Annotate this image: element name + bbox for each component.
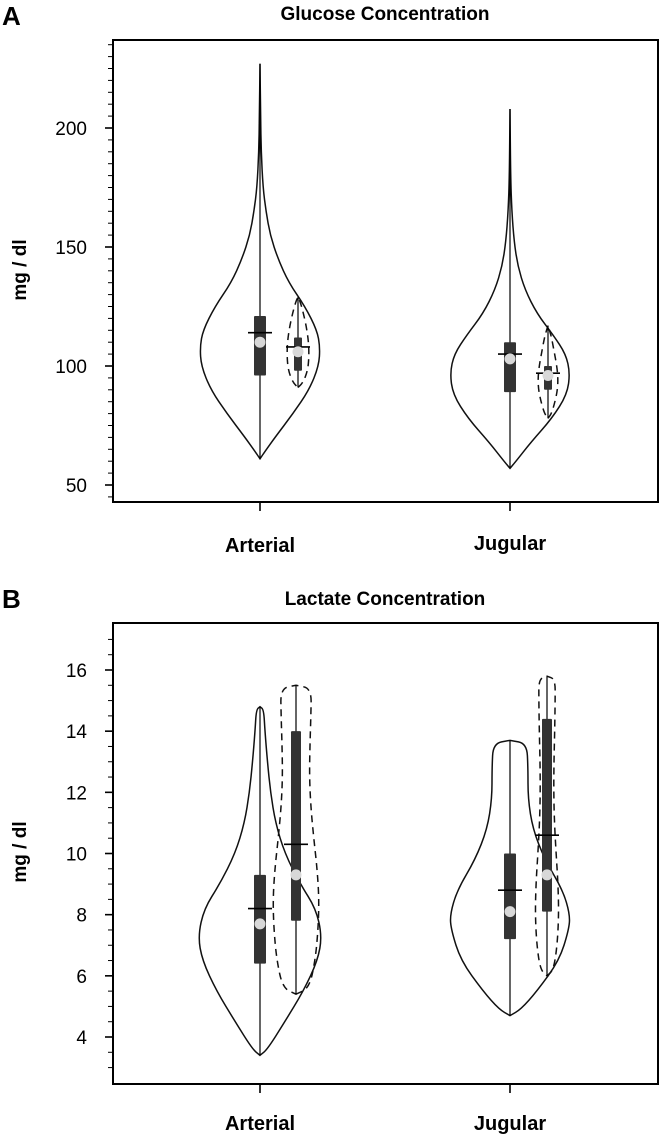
y-tick-label: 10 bbox=[66, 845, 87, 866]
median-point-dashed-arterial bbox=[292, 346, 304, 358]
panel-b-y-ticks: 4 6 8 10 12 14 16 bbox=[66, 638, 113, 1069]
median-point-dashed-jugular bbox=[542, 370, 554, 382]
y-tick-label: 12 bbox=[66, 783, 87, 804]
panel-a-y-ticks: 50 100 150 200 bbox=[55, 44, 113, 498]
median-point-solid-arterial bbox=[254, 336, 266, 348]
y-tick-label: 14 bbox=[66, 722, 88, 743]
panel-a-violins bbox=[199, 63, 570, 470]
violin-outline-dashed-arterial bbox=[272, 684, 320, 996]
panel-b-title: Lactate Concentration bbox=[285, 589, 486, 610]
y-tick-label: 100 bbox=[55, 357, 87, 378]
iqr-box-solid-jugular bbox=[504, 342, 516, 393]
median-point-solid-arterial bbox=[254, 918, 266, 930]
panel-a: A Glucose Concentration mg / dl 50 100 150… bbox=[2, 1, 659, 557]
panel-b-plot-frame bbox=[112, 622, 659, 1085]
panel-a-x-label-arterial: Arterial bbox=[225, 535, 295, 557]
panel-b-y-axis-label: mg / dl bbox=[10, 821, 31, 882]
violin-outline-dashed-arterial bbox=[286, 295, 310, 389]
panel-a-letter: A bbox=[2, 1, 21, 31]
panel-b-x-ticks bbox=[259, 1084, 511, 1093]
median-point-dashed-jugular bbox=[541, 869, 553, 881]
violin-outline-solid-jugular bbox=[449, 739, 571, 1017]
iqr-box-dashed-jugular bbox=[542, 718, 552, 912]
y-tick-label: 150 bbox=[55, 238, 87, 259]
y-tick-label: 6 bbox=[76, 967, 87, 988]
panel-a-plot-frame bbox=[112, 39, 659, 503]
panel-b-letter: B bbox=[2, 584, 21, 614]
panel-b-violins bbox=[198, 675, 571, 1057]
panel-a-x-label-jugular: Jugular bbox=[474, 533, 546, 555]
median-point-solid-jugular bbox=[504, 906, 516, 918]
iqr-box-dashed-arterial bbox=[291, 731, 301, 921]
panel-a-x-ticks bbox=[259, 502, 511, 511]
y-tick-label: 4 bbox=[76, 1028, 87, 1049]
y-tick-label: 200 bbox=[55, 119, 87, 140]
panel-b-x-label-arterial: Arterial bbox=[225, 1113, 295, 1135]
median-point-dashed-arterial bbox=[290, 869, 302, 881]
panel-b-x-label-jugular: Jugular bbox=[474, 1113, 546, 1135]
y-tick-label: 8 bbox=[76, 906, 87, 927]
y-tick-label: 50 bbox=[66, 476, 87, 497]
violin-outline-dashed-jugular bbox=[534, 675, 560, 977]
iqr-box-solid-jugular bbox=[504, 853, 516, 940]
panel-a-title: Glucose Concentration bbox=[280, 4, 489, 25]
panel-b: B Lactate Concentration mg / dl 4 6 8 10 12 1… bbox=[2, 584, 659, 1135]
median-point-solid-jugular bbox=[504, 353, 516, 365]
y-tick-label: 16 bbox=[66, 661, 87, 682]
panel-a-y-axis-label: mg / dl bbox=[10, 239, 31, 300]
